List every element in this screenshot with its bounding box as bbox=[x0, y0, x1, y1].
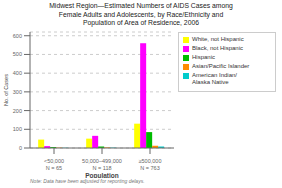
html-text:White, not Hispanic: White, not Hispanic bbox=[192, 36, 244, 42]
svg-text:300: 300 bbox=[13, 89, 22, 95]
html-text:American Indian/ Alaska Native: American Indian/ Alaska Native bbox=[192, 72, 237, 85]
html-text:Asian/Pacific Islander: Asian/Pacific Islander bbox=[192, 63, 250, 69]
svg-text:Population: Population bbox=[85, 172, 119, 178]
svg-text:No. of Cases: No. of Cases bbox=[8, 74, 9, 106]
svg-text:0: 0 bbox=[19, 145, 22, 151]
svg-text:≥500,000N = 763: ≥500,000N = 763 bbox=[139, 158, 162, 171]
html-text:Note: Data have been adjusted: Note: Data have been adjusted for report… bbox=[30, 178, 145, 184]
svg-text:<50,000N = 65: <50,000N = 65 bbox=[44, 158, 64, 171]
html-text:Black, not Hispanic: Black, not Hispanic bbox=[192, 45, 243, 51]
svg-text:100: 100 bbox=[13, 126, 22, 132]
svg-text:600: 600 bbox=[13, 33, 22, 39]
html-text:Hispanic: Hispanic bbox=[192, 54, 215, 60]
svg-text:500: 500 bbox=[13, 51, 22, 57]
svg-text:400: 400 bbox=[13, 70, 22, 76]
html-text:Female Adults and Adolescents,: Female Adults and Adolescents, by Race/E… bbox=[58, 10, 224, 18]
html-text:Midwest Region—Estimated Numbe: Midwest Region—Estimated Numbers of AIDS… bbox=[49, 2, 233, 9]
html-text:Population of Area of Residenc: Population of Area of Residence, 2006 bbox=[83, 19, 199, 26]
svg-text:50,000–499,000N = 118: 50,000–499,000N = 118 bbox=[82, 158, 122, 171]
svg-text:200: 200 bbox=[13, 108, 22, 114]
